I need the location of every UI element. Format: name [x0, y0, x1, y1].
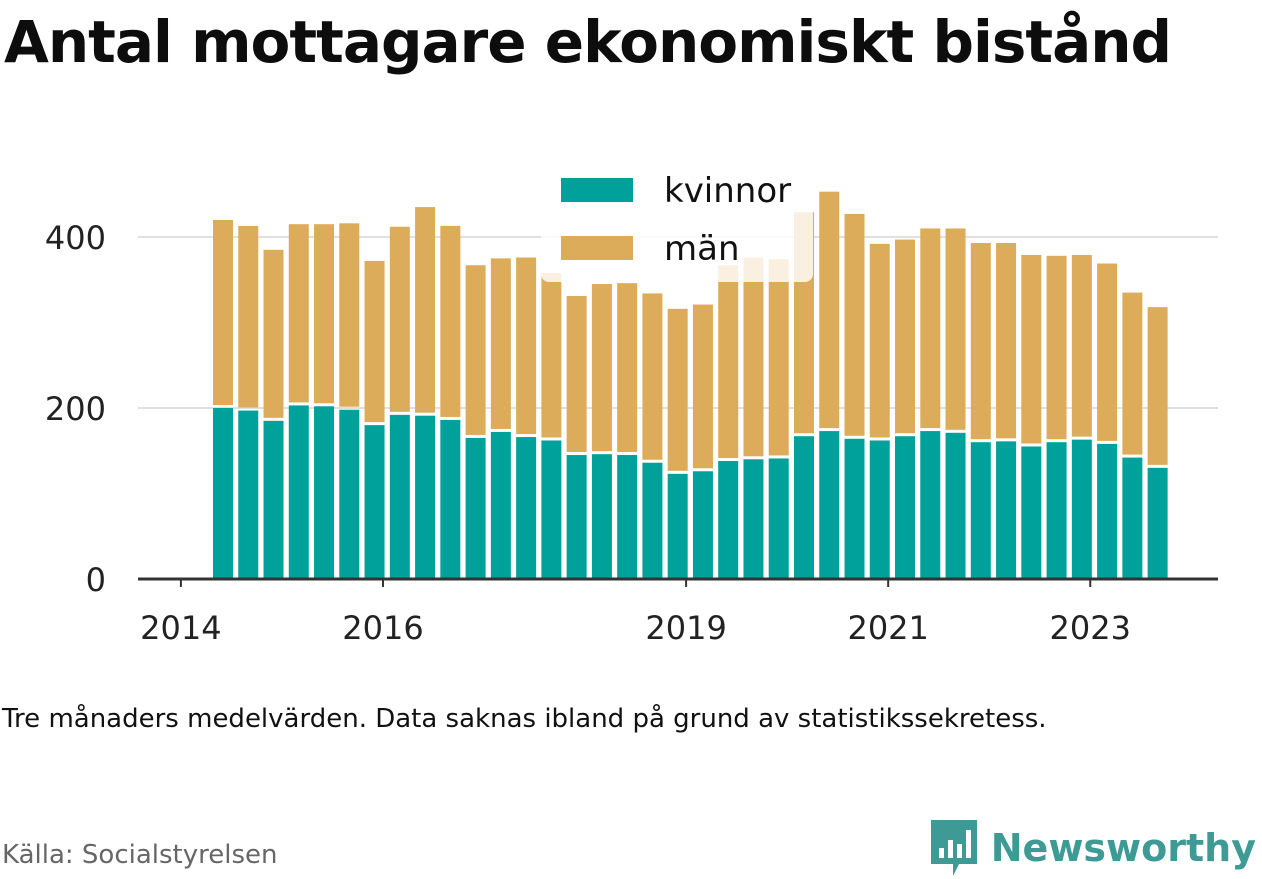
x-tick-label: 2016	[342, 609, 423, 647]
bar-man	[869, 243, 890, 438]
bar-man	[945, 228, 966, 430]
bar-man	[440, 225, 461, 417]
bar-kvinnor	[591, 454, 612, 579]
legend-label: män	[664, 229, 740, 269]
bar-man	[895, 239, 916, 434]
bar-kvinnor	[819, 431, 840, 579]
bar-kvinnor	[1046, 442, 1067, 579]
bar-kvinnor	[692, 471, 713, 579]
bar-man	[996, 242, 1017, 439]
legend: kvinnor män	[541, 160, 813, 282]
chart-title: Antal mottagare ekonomiskt bistånd	[4, 8, 1172, 76]
bar-kvinnor	[314, 406, 335, 579]
legend-label: kvinnor	[664, 171, 791, 211]
bar-man	[743, 257, 764, 457]
bar-kvinnor	[490, 431, 511, 579]
bar-kvinnor	[1147, 467, 1168, 579]
bar-kvinnor	[541, 440, 562, 579]
bar-kvinnor	[667, 473, 688, 579]
chart-caption: Tre månaders medelvärden. Data saknas ib…	[2, 704, 1047, 734]
y-tick-label: 400	[45, 219, 106, 257]
legend-swatch	[561, 236, 633, 260]
source-note: Källa: Socialstyrelsen	[2, 840, 278, 870]
bar-kvinnor	[718, 461, 739, 579]
bar-kvinnor	[1021, 446, 1042, 579]
bar-man	[970, 242, 991, 440]
bar-man	[541, 272, 562, 438]
bar-kvinnor	[1122, 457, 1143, 579]
bar-man	[768, 259, 789, 456]
bar-man	[213, 219, 233, 405]
bar-kvinnor	[844, 438, 865, 579]
x-axis: 2014 2016 2019 2021 2023	[138, 577, 1218, 647]
x-tick-label: 2019	[645, 609, 726, 647]
bar-kvinnor	[516, 437, 537, 579]
bar-man	[364, 260, 385, 423]
bar-kvinnor	[238, 410, 259, 579]
y-tick-label: 200	[45, 390, 106, 428]
bar-man	[819, 191, 840, 429]
legend-swatch	[561, 178, 633, 202]
bar-kvinnor	[465, 437, 486, 579]
bar-kvinnor	[617, 455, 638, 579]
bar-man	[314, 224, 335, 404]
bar-man	[1147, 307, 1168, 465]
bar-man	[263, 249, 284, 418]
bar-kvinnor	[970, 442, 991, 579]
bar-kvinnor	[1097, 443, 1118, 579]
bar-man	[692, 304, 713, 469]
bar-man	[1046, 255, 1067, 440]
x-tick-label: 2014	[140, 609, 221, 647]
brand-name: Newsworthy	[990, 826, 1256, 870]
bars	[213, 191, 1168, 579]
bar-kvinnor	[642, 462, 663, 579]
bar-man	[718, 265, 739, 459]
bar-man	[389, 226, 410, 412]
bar-kvinnor	[869, 440, 890, 579]
bar-kvinnor	[743, 459, 764, 579]
newsworthy-logo-icon	[930, 820, 977, 876]
bar-kvinnor	[213, 408, 233, 579]
bar-kvinnor	[793, 436, 814, 579]
bar-kvinnor	[920, 431, 941, 579]
bar-man	[1122, 292, 1143, 455]
bar-man	[516, 257, 537, 435]
y-axis-ticks: 0 200 400	[45, 219, 106, 599]
bar-man	[667, 308, 688, 471]
bar-man	[642, 293, 663, 460]
bar-kvinnor	[996, 441, 1017, 579]
bar-kvinnor	[389, 414, 410, 579]
bar-man	[288, 224, 309, 403]
stacked-bar-chart: 0 200 400 2014 2016 2019 2021 2023 kvinnor män	[44, 160, 1218, 647]
bar-kvinnor	[768, 458, 789, 579]
bar-kvinnor	[945, 432, 966, 579]
bar-man	[591, 284, 612, 452]
bar-kvinnor	[339, 409, 360, 579]
bar-man	[1021, 254, 1042, 444]
bar-man	[339, 223, 360, 407]
bar-man	[238, 225, 259, 408]
x-tick-label: 2023	[1050, 609, 1131, 647]
bar-man	[415, 207, 436, 413]
bar-man	[920, 228, 941, 429]
bar-kvinnor	[566, 455, 587, 579]
bar-kvinnor	[895, 436, 916, 579]
x-tick-label: 2021	[847, 609, 928, 647]
bar-man	[617, 283, 638, 453]
bar-kvinnor	[364, 425, 385, 579]
bar-kvinnor	[263, 420, 284, 579]
bar-kvinnor	[415, 415, 436, 579]
bar-man	[490, 258, 511, 429]
bar-man	[465, 265, 486, 435]
bar-man	[844, 213, 865, 436]
y-tick-label: 0	[86, 561, 106, 599]
bar-man	[566, 295, 587, 453]
bar-man	[1097, 263, 1118, 441]
brand-logo[interactable]: Newsworthy	[929, 818, 1256, 878]
bar-kvinnor	[1071, 439, 1092, 579]
bar-man	[1071, 254, 1092, 437]
bar-kvinnor	[440, 419, 461, 579]
bar-kvinnor	[288, 405, 309, 579]
